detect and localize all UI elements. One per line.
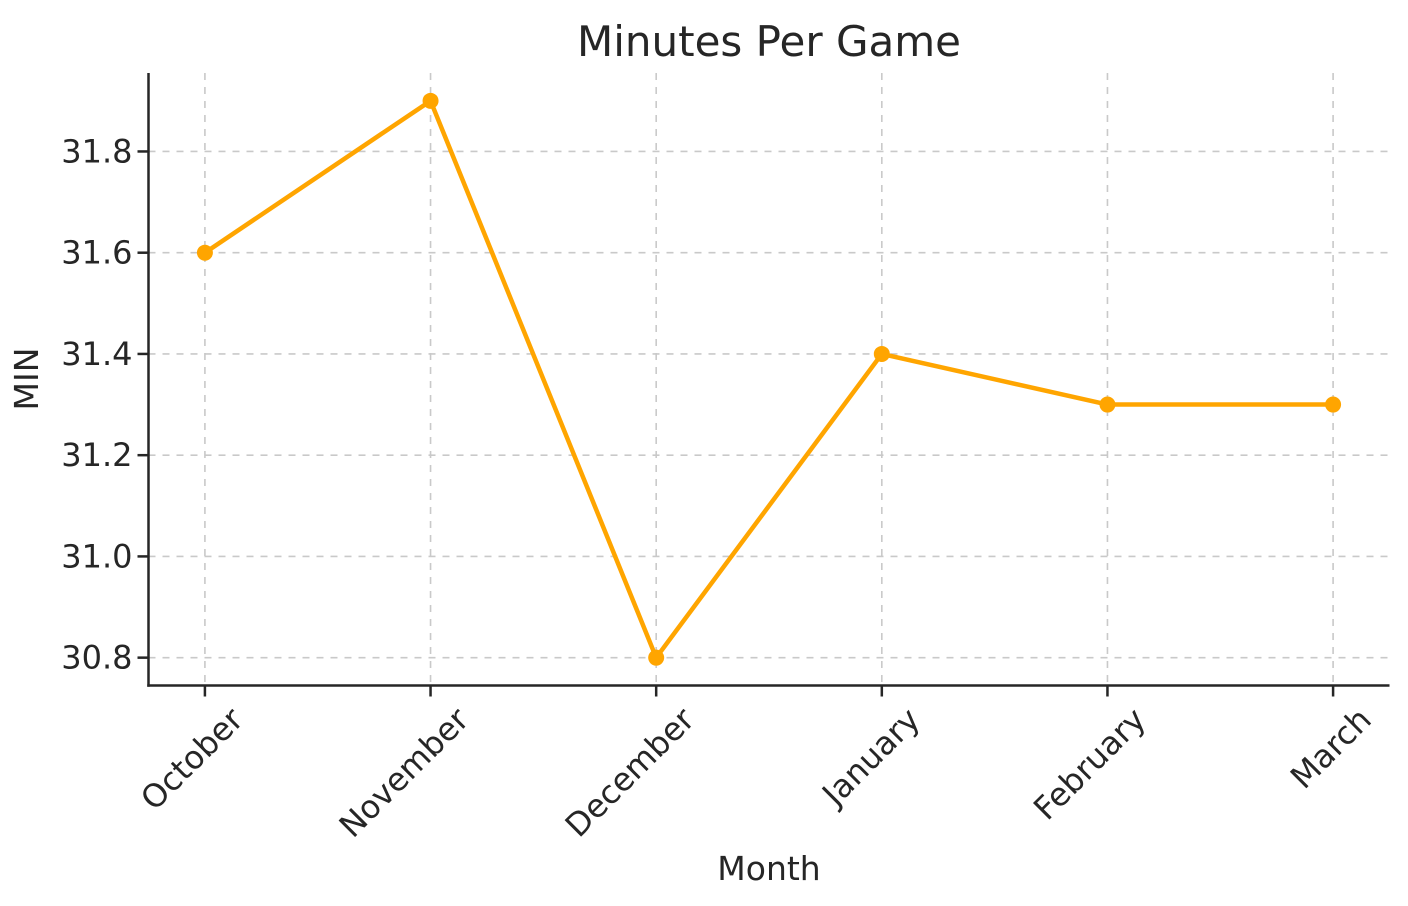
series-line (202, 98, 1336, 660)
y-axis-label: MIN (7, 348, 46, 411)
y-tick-label: 31.6 (61, 234, 132, 272)
y-tick-labels: 30.8 31.0 31.2 31.4 31.6 31.8 (61, 132, 132, 676)
x-tick-label: January (813, 700, 927, 814)
data-point (1099, 396, 1116, 413)
data-point (1325, 396, 1342, 413)
data-point (648, 649, 665, 666)
x-tick-labels: October November December January February Ma… (133, 700, 1379, 845)
data-point (196, 244, 213, 261)
y-tick-label: 31.2 (61, 436, 132, 474)
x-axis-label: Month (717, 849, 820, 888)
y-tick-label: 31.8 (61, 132, 132, 170)
x-tick-label: December (558, 700, 703, 845)
chart-title: Minutes Per Game (577, 17, 961, 66)
x-tick-label: February (1026, 700, 1153, 827)
x-tick-label: March (1283, 700, 1379, 796)
data-point (422, 92, 439, 109)
data-series (196, 92, 1342, 666)
y-tick-label: 30.8 (61, 639, 132, 677)
data-point (873, 345, 890, 362)
y-tick-label: 31.0 (61, 537, 132, 575)
axes (137, 73, 1390, 697)
x-tick-label: November (332, 700, 477, 845)
x-tick-label: October (133, 700, 251, 818)
gridlines (148, 73, 1390, 686)
y-tick-label: 31.4 (61, 335, 132, 373)
